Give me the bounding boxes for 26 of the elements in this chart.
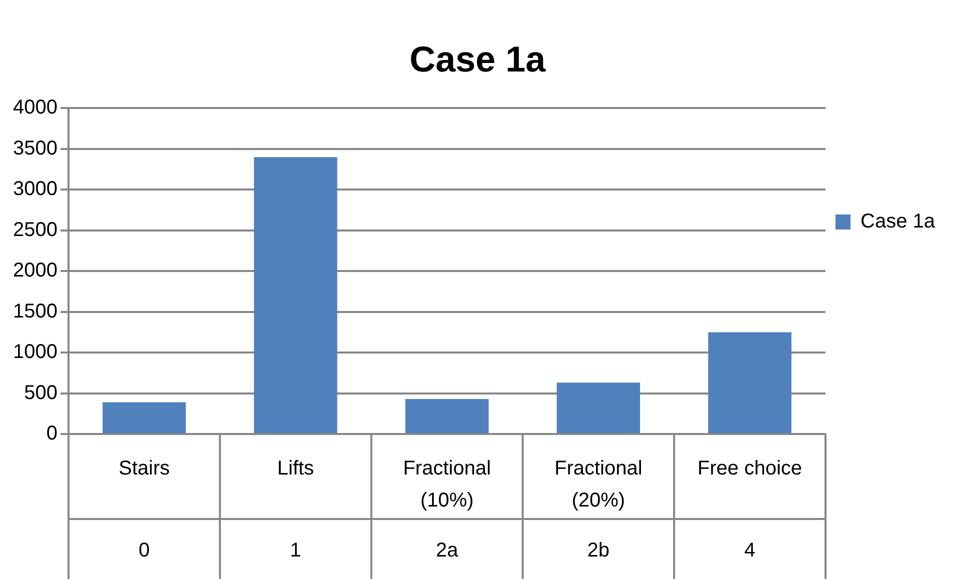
text: 2b — [587, 540, 610, 562]
x-tick-label: Fractional (20%) — [554, 458, 642, 512]
bar — [254, 157, 338, 433]
y-tick-label: 3000 — [12, 178, 58, 200]
y-tick-label: 3500 — [12, 137, 58, 160]
bar — [102, 402, 186, 433]
y-tick-label: 500 — [24, 382, 58, 404]
y-tick-label: 2500 — [12, 218, 58, 241]
text: 1 — [290, 540, 302, 562]
chart-title: Case 1a — [409, 38, 547, 80]
x-tick-label: Free choice — [698, 458, 802, 480]
y-tick-label: 4000 — [12, 96, 58, 119]
text: 4 — [744, 540, 756, 562]
bar — [405, 398, 489, 433]
x-tick-label: Stairs — [118, 458, 170, 480]
bar — [708, 332, 792, 433]
x-tick-label: Lifts — [277, 458, 314, 480]
text: 0 — [138, 540, 150, 562]
bar — [556, 382, 640, 433]
y-tick-label: 1500 — [12, 300, 58, 322]
y-tick-label: 1000 — [12, 341, 58, 364]
y-tick-label: 2000 — [12, 260, 58, 282]
y-tick-label: 0 — [46, 422, 58, 445]
x-tick-label: Fractional (10%) — [403, 458, 491, 512]
text: 2a — [436, 540, 459, 562]
legend-label: Case 1a — [860, 210, 936, 233]
